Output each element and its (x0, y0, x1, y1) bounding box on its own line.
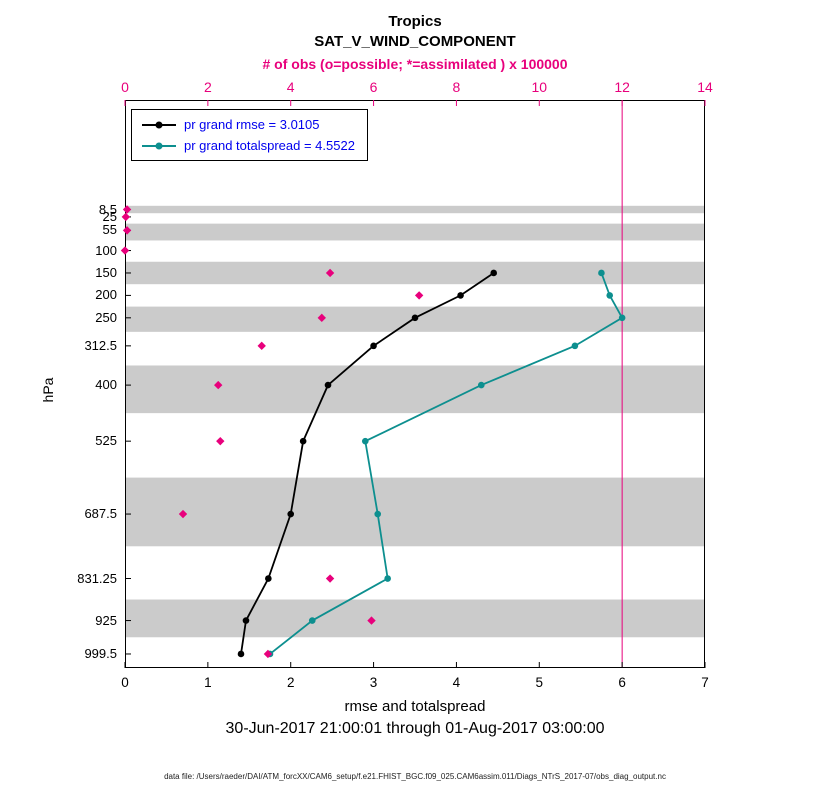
y-tick-label: 150 (95, 264, 117, 280)
x-tick-label: 6 (618, 675, 626, 690)
y-tick-label: 312.5 (84, 337, 117, 353)
y-tick-label: 25 (102, 208, 117, 224)
top-axis-label: # of obs (o=possible; *=assimilated ) x … (262, 56, 568, 72)
legend-label-totalspread: pr grand totalspread = 4.5522 (184, 138, 355, 153)
chart-title: Tropics (388, 13, 442, 30)
top-tick-label: 4 (286, 79, 295, 95)
x-tick-label: 0 (121, 675, 129, 690)
legend: pr grand rmse = 3.0105 pr grand totalspr… (131, 109, 368, 161)
data-file-path: data file: /Users/raeder/DAI/ATM_forcXX/… (164, 772, 666, 781)
plot-area (120, 100, 706, 668)
y-tick-label: 8.5 (98, 201, 117, 217)
y-tick-label: 100 (95, 242, 117, 258)
y-tick-label: 200 (95, 287, 117, 303)
legend-item-totalspread: pr grand totalspread = 4.5522 (142, 138, 355, 153)
top-tick-label: 6 (369, 79, 378, 95)
x-tick-label: 7 (701, 675, 709, 690)
top-tick-label: 0 (121, 79, 129, 95)
x-tick-label: 3 (369, 675, 378, 690)
legend-label-rmse: pr grand rmse = 3.0105 (184, 117, 320, 132)
x-tick-label: 1 (204, 675, 212, 690)
y-tick-label: 250 (95, 309, 117, 325)
y-tick-label: 400 (95, 377, 117, 393)
x-tick-label: 2 (286, 675, 295, 690)
chart-subtitle: SAT_V_WIND_COMPONENT (314, 33, 516, 50)
x-tick-label: 4 (452, 675, 461, 690)
x-tick-label: 5 (535, 675, 544, 690)
date-range-caption: 30-Jun-2017 21:00:01 through 01-Aug-2017… (225, 720, 605, 737)
top-tick-label: 2 (203, 79, 212, 95)
legend-marker-rmse-icon (155, 121, 163, 128)
y-tick-label: 687.5 (84, 506, 117, 522)
top-tick-label: 8 (452, 79, 461, 95)
legend-item-rmse: pr grand rmse = 3.0105 (142, 117, 355, 132)
x-axis-label: rmse and totalspread (344, 698, 486, 715)
y-tick-label: 999.5 (84, 645, 117, 661)
top-tick-label: 12 (614, 79, 630, 95)
legend-line-totalspread-icon (142, 142, 176, 149)
legend-line-rmse-icon (142, 121, 176, 128)
top-tick-label: 14 (697, 79, 713, 95)
legend-marker-totalspread-icon (155, 142, 163, 149)
y-tick-label: 925 (95, 612, 117, 628)
top-tick-label: 10 (531, 79, 548, 95)
y-tick-label: 525 (95, 433, 117, 449)
y-tick-label: 55 (102, 222, 117, 238)
y-tick-label: 831.25 (77, 570, 117, 586)
